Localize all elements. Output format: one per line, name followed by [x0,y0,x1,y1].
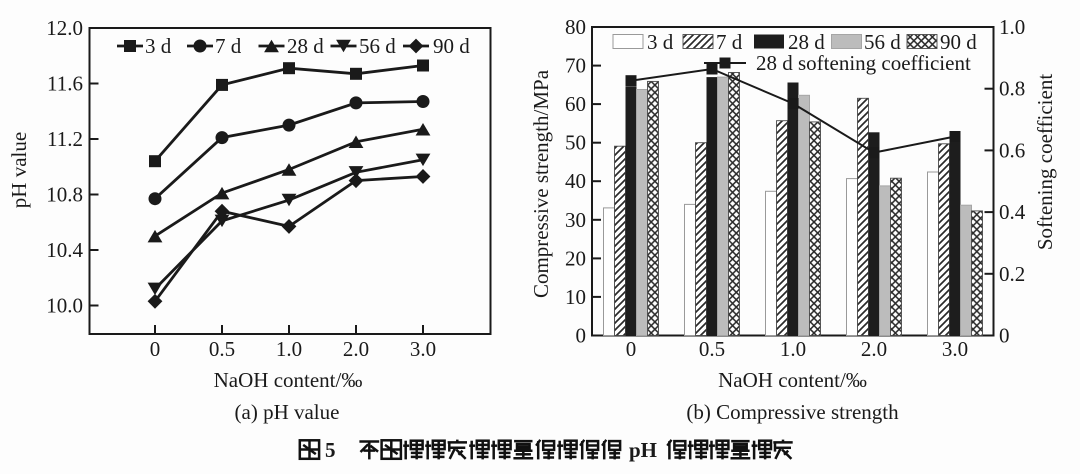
svg-text:90 d: 90 d [940,30,977,54]
svg-text:11.6: 11.6 [47,72,83,96]
svg-text:pH: pH [629,438,657,462]
svg-text:2.0: 2.0 [861,337,887,361]
svg-text:NaOH content/‰: NaOH content/‰ [214,368,363,392]
svg-text:20: 20 [565,246,586,270]
svg-text:Compressive strength/MPa: Compressive strength/MPa [529,69,553,298]
svg-text:56 d: 56 d [359,34,396,58]
svg-text:Softening coefficient: Softening coefficient [1033,74,1057,250]
svg-text:3.0: 3.0 [410,337,436,361]
svg-text:28 d: 28 d [788,30,825,54]
svg-text:pH value: pH value [7,132,31,208]
svg-text:0: 0 [150,337,161,361]
svg-text:11.2: 11.2 [47,127,83,151]
svg-text:10.4: 10.4 [46,238,83,262]
svg-text:40: 40 [565,169,586,193]
svg-text:5: 5 [325,438,336,462]
svg-text:60: 60 [565,92,586,116]
svg-text:0: 0 [999,324,1010,348]
svg-text:0.8: 0.8 [999,77,1025,101]
svg-text:NaOH content/‰: NaOH content/‰ [718,368,867,392]
svg-text:12.0: 12.0 [46,16,83,40]
svg-text:50: 50 [565,131,586,155]
svg-text:0: 0 [626,337,637,361]
svg-text:0.5: 0.5 [699,337,725,361]
svg-text:90 d: 90 d [433,34,470,58]
svg-text:10.0: 10.0 [46,294,83,318]
svg-text:28 d softening coefficient: 28 d softening coefficient [756,51,971,75]
svg-text:7 d: 7 d [716,30,743,54]
svg-text:70: 70 [565,54,586,78]
svg-text:28 d: 28 d [287,34,324,58]
svg-text:1.0: 1.0 [999,15,1025,39]
svg-text:3 d: 3 d [145,34,172,58]
svg-text:0: 0 [576,324,587,348]
svg-text:(b) Compressive strength: (b) Compressive strength [686,400,899,424]
svg-text:30: 30 [565,208,586,232]
svg-text:7 d: 7 d [215,34,242,58]
svg-text:0.5: 0.5 [209,337,235,361]
svg-text:1.0: 1.0 [780,337,806,361]
svg-text:80: 80 [565,15,586,39]
svg-text:1.0: 1.0 [276,337,302,361]
svg-text:3 d: 3 d [647,30,674,54]
svg-text:0.2: 0.2 [999,262,1025,286]
svg-text:0.6: 0.6 [999,138,1025,162]
svg-text:56 d: 56 d [864,30,901,54]
svg-text:10.8: 10.8 [46,183,83,207]
svg-text:10: 10 [565,285,586,309]
svg-text:(a) pH value: (a) pH value [235,400,340,424]
svg-text:0.4: 0.4 [999,200,1026,224]
svg-text:2.0: 2.0 [343,337,369,361]
svg-text:3.0: 3.0 [942,337,968,361]
